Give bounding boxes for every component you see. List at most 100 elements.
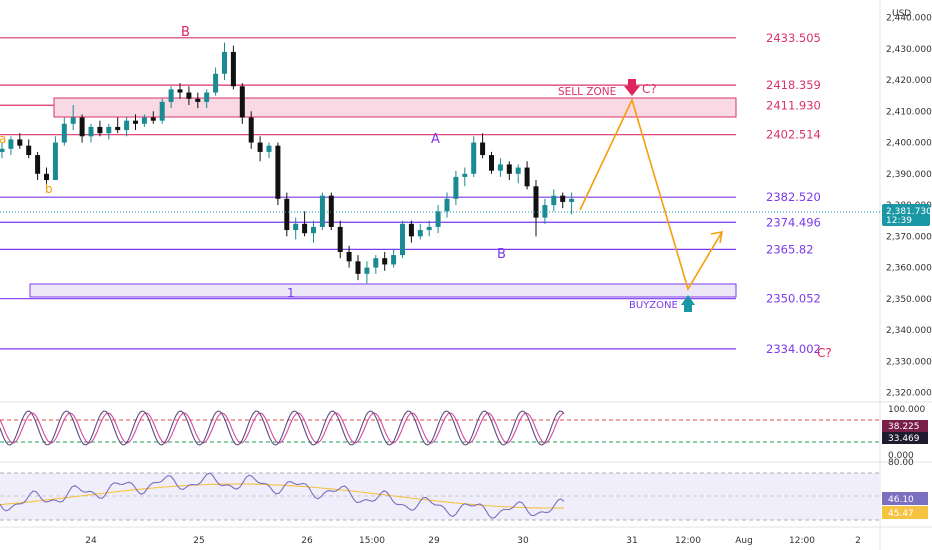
time-tick-label: Aug [735,536,753,546]
candle-body [239,86,245,118]
price-tick-label: 2,420.000 [886,76,932,86]
candle-body [480,142,486,156]
level-label: 2374.496 [766,215,821,229]
time-tick-label: 25 [193,536,204,546]
sell-zone-label: SELL ZONE [558,86,616,98]
candle-body [0,148,5,152]
stoch-k-value: 38.225 [888,422,920,432]
candle-body [275,145,281,199]
candle-body [266,145,272,152]
buy-zone-label: BUYZONE [629,300,678,311]
candle-body [186,92,192,99]
candle-body [61,123,67,143]
time-tick-label: 12:00 [789,536,815,546]
candle-body [524,167,530,187]
price-tick-label: 2,410.000 [886,107,932,117]
rsi-tick-80: 80.00 [888,458,914,468]
level-label: 2402.514 [766,128,821,142]
price-tick-labels: 2,440.000 2,430.000 2,420.000 2,410.000 2,40… [886,14,932,399]
candle-body [328,195,334,227]
wave-a-mid-label: A [431,132,440,147]
level-label: 2350.052 [766,292,821,306]
sell-arrow-icon [624,79,640,96]
sell-zone-box[interactable] [53,97,737,118]
rsi-ma-value: 45.47 [888,509,914,519]
stoch-tick-100: 100.000 [888,405,925,415]
price-tick-label: 2,430.000 [886,45,932,55]
time-tick-label: 24 [85,536,97,546]
price-tick-label: 2,400.000 [886,139,932,149]
candle-body [204,92,210,102]
candle-body [319,195,325,227]
candle-body [462,173,468,177]
buy-arrow-icon [681,295,695,312]
candle-body [70,117,76,124]
price-tick-label: 2,340.000 [886,326,932,336]
stoch-d-line [0,412,565,444]
level-label: 2411.930 [766,98,821,112]
price-tick-label: 2,320.000 [886,389,932,399]
stoch-panel[interactable]: 100.000 0.000 38.225 33.469 [0,401,932,461]
candle-body [435,211,441,227]
candle-body [515,167,521,174]
candle-body [542,205,548,218]
candle-body [106,126,112,134]
candle-body [506,164,512,174]
price-axis[interactable]: USD 2,440.000 2,430.000 2,420.000 2,410.000… [879,0,932,550]
stoch-tick-0: 0.000 [888,451,914,461]
candle-body [213,73,219,93]
candle-body [533,186,539,218]
price-tick-label: 2,370.000 [886,232,932,242]
time-tick-label: 12:00 [675,536,701,546]
buy-zone-box[interactable] [29,283,737,298]
candle-body [471,142,477,174]
time-tick-label: 2 [855,536,861,546]
candle-body [159,101,165,121]
candle-body [222,51,227,74]
wave-b-left-label: b [45,182,53,196]
candle-body [489,155,494,171]
candle-body [444,198,450,212]
projection-path[interactable] [579,97,723,291]
candle-body [408,223,414,237]
candle-body [124,120,130,131]
c-bottom-label: C? [817,346,832,360]
level-label: 2334.002 [766,342,821,356]
rsi-ma-line [0,483,564,509]
candle-body [17,139,23,146]
level-label: 2382.520 [766,190,821,204]
price-tick-label: 2,390.000 [886,170,932,180]
candle-body [115,126,121,131]
time-axis[interactable]: 24 25 26 15:00 29 30 31 12:00 Aug 12:00 2 [0,526,932,546]
candle-body [133,120,138,124]
time-tick-label: 26 [301,536,313,546]
candle-body [311,226,316,234]
candle-body [35,155,41,174]
candle-body [97,126,103,134]
candle-body [417,230,423,237]
wave-b-top-label: B [181,25,190,40]
current-price-tag [882,204,930,226]
level-label: 2365.82 [766,242,814,256]
wave-a-left-label: a [0,132,6,146]
candle-body [400,223,405,256]
candle-body [293,223,299,231]
candle-body [355,261,361,274]
currency-label: USD [892,9,911,19]
stoch-k-tag [882,420,928,432]
candle-body [150,117,156,121]
price-tick-label: 2,350.000 [886,295,932,305]
candle-body [382,258,388,265]
candle-body [302,223,308,234]
wave-1-label: 1 [287,286,295,300]
rsi-value: 46.10 [888,495,914,505]
candle-body [391,255,397,265]
stoch-d-value: 33.469 [888,434,920,444]
rsi-panel[interactable]: 80.00 46.10 45.47 [0,458,932,521]
price-tick-label: 2,360.000 [886,264,932,274]
candle-body [52,142,58,181]
time-tick-label: 15:00 [359,536,385,546]
candle-body [168,89,174,102]
level-label: 2418.359 [766,78,821,92]
